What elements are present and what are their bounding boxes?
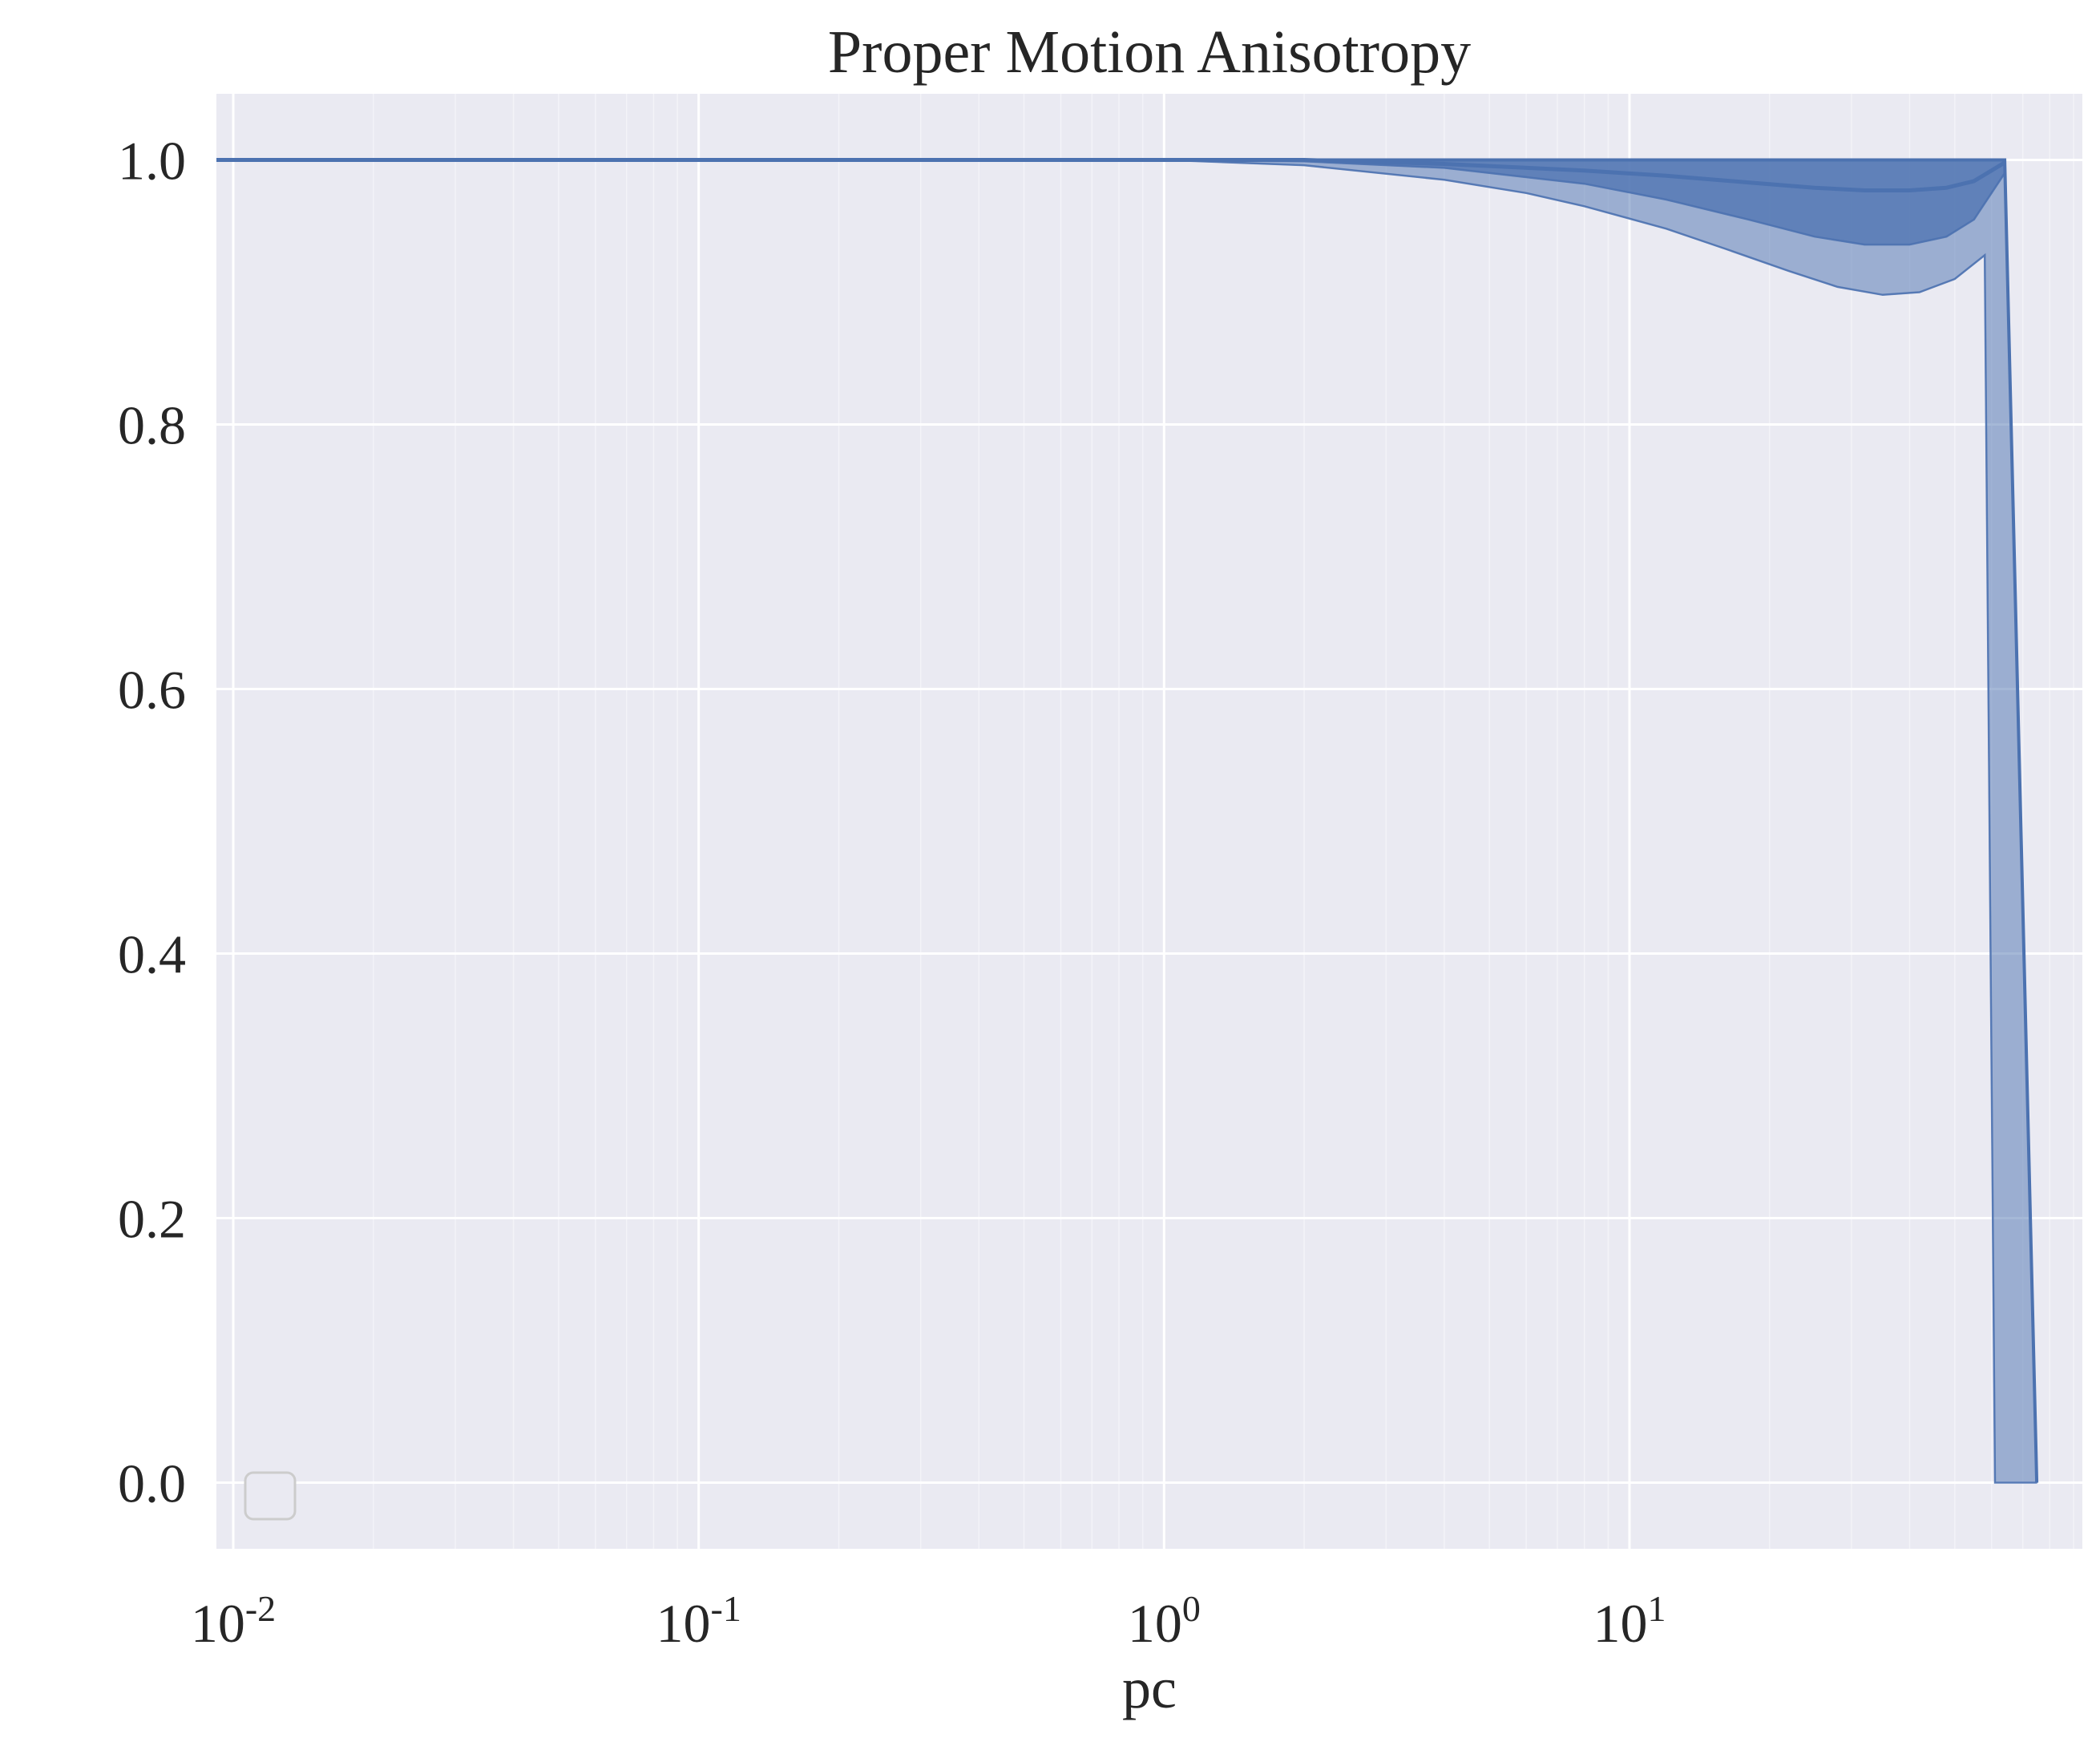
y-tick-label: 0.4	[118, 924, 186, 985]
tick-labels: 10-2 10-1 100 101 0.0 0.2 0.4 0.6 0.8 1.0	[118, 131, 1666, 1655]
grid	[216, 94, 2082, 1549]
y-tick-label: 0.8	[118, 395, 186, 456]
median-line	[216, 158, 2006, 192]
y-tick-label: 0.2	[118, 1189, 186, 1250]
x-tick-label: 10-1	[656, 1588, 741, 1654]
x-tick-label: 101	[1593, 1588, 1666, 1654]
y-tick-label: 0.6	[118, 660, 186, 721]
y-tick-label: 0.0	[118, 1453, 186, 1514]
x-tick-label: 100	[1128, 1588, 1201, 1654]
x-axis-label: pc	[1122, 1656, 1177, 1720]
legend-box	[244, 1471, 297, 1521]
outer-band-lower-edge	[216, 159, 2037, 1484]
chart-title: Proper Motion Anisotropy	[828, 18, 1471, 86]
series-lines	[216, 158, 2006, 192]
y-tick-label: 1.0	[118, 131, 186, 192]
x-tick-label: 10-2	[191, 1588, 276, 1654]
plot-background	[216, 94, 2082, 1549]
